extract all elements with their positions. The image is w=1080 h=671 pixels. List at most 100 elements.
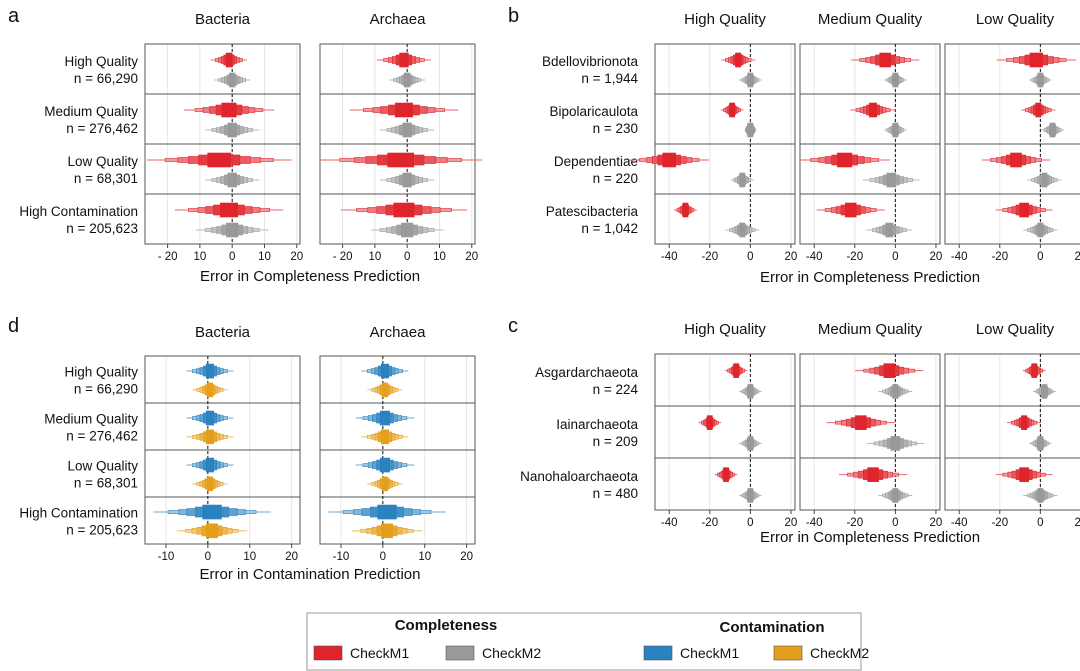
- row-label-b-2: Dependentiae: [554, 154, 638, 169]
- boxen-checkm2-box-level-5: [747, 122, 754, 138]
- boxen-checkm1-box-level-5: [867, 467, 879, 482]
- boxen-b-checkm1-r3-f0: [674, 202, 697, 218]
- boxen-checkm2-box-level-5: [206, 382, 214, 398]
- boxen-checkm1-box-level-5: [723, 467, 729, 482]
- boxen-c-checkm2-r0-f1: [878, 384, 913, 399]
- x-tick-label: 0: [229, 251, 235, 263]
- facet-title-a-0: Bacteria: [195, 11, 251, 28]
- boxen-b-checkm1-r3-f1: [816, 202, 885, 218]
- boxen-checkm2-box-level-5: [401, 222, 414, 238]
- legend-label-completeness-checkm1: CheckM1: [350, 645, 409, 661]
- boxen-b-checkm1-r3-f2: [995, 202, 1053, 218]
- boxen-checkm1-box-level-5: [855, 415, 867, 430]
- row-n-d-2: n = 68,301: [74, 476, 138, 491]
- boxen-b-checkm1-r2-f2: [981, 152, 1051, 168]
- boxen-a-checkm1-r3-f0: [174, 202, 284, 218]
- facet-title-c-0: High Quality: [684, 321, 766, 338]
- facet-frame: [799, 353, 941, 511]
- boxen-checkm1-box-level-5: [733, 363, 740, 378]
- boxen-checkm2-box-level-5: [380, 429, 390, 445]
- facet-c-2: Low Quality -40 -20 0 20: [944, 321, 1080, 529]
- boxen-a-checkm1-r1-f1: [349, 102, 459, 118]
- boxen-checkm2-box-level-5: [1041, 384, 1048, 399]
- boxen-c-checkm2-r1-f0: [739, 436, 762, 451]
- facet-b-1: Medium Quality -40 -20 0 20: [799, 11, 942, 263]
- boxen-b-checkm1-r0-f0: [721, 52, 756, 68]
- boxen-checkm2-box-level-5: [890, 436, 901, 451]
- x-tick-label: -40: [806, 251, 823, 263]
- boxen-checkm2-box-level-5: [403, 72, 411, 88]
- boxen-checkm1-box-level-5: [225, 52, 233, 68]
- boxen-checkm2-box-level-5: [892, 72, 899, 88]
- row-label-d-0: High Quality: [64, 365, 138, 380]
- x-tick-label: 20: [285, 551, 298, 563]
- boxen-checkm2-box-level-5: [1041, 172, 1048, 188]
- x-tick-label: 0: [892, 251, 898, 263]
- boxen-d-checkm1-r3-f1: [328, 504, 446, 520]
- boxen-d-checkm2-r3-f0: [176, 523, 248, 539]
- boxen-b-checkm1-r0-f2: [996, 52, 1077, 68]
- boxen-checkm2-box-level-5: [1037, 72, 1044, 88]
- boxen-c-checkm2-r1-f2: [1029, 436, 1052, 451]
- x-tick-label: 20: [1075, 251, 1080, 263]
- boxen-c-checkm2-r2-f2: [1023, 488, 1058, 503]
- boxen-checkm2-box-level-5: [885, 222, 894, 238]
- x-tick-label: -40: [951, 517, 968, 529]
- boxen-a-checkm1-r1-f0: [183, 102, 275, 118]
- facet-d-0: Bacteria -10 0 10 20: [144, 324, 301, 563]
- row-label-a-0: High Quality: [64, 54, 138, 69]
- boxen-checkm1-box-level-5: [837, 152, 853, 168]
- boxen-a-checkm2-r2-f1: [380, 172, 435, 188]
- x-tick-label: 20: [930, 251, 943, 263]
- boxen-c-checkm1-r1-f0: [698, 415, 722, 430]
- boxen-checkm1-box-level-5: [379, 410, 390, 426]
- boxen-d-checkm1-r1-f0: [186, 410, 234, 426]
- legend-label-completeness-checkm2: CheckM2: [482, 645, 541, 661]
- boxen-c-checkm1-r0-f2: [1022, 363, 1046, 378]
- boxen-checkm1-box-level-5: [1010, 152, 1022, 168]
- x-tick-label: - 20: [158, 251, 178, 263]
- boxen-checkm1-box-level-5: [662, 152, 676, 168]
- row-label-d-2: Low Quality: [67, 459, 138, 474]
- x-tick-label: 20: [785, 517, 798, 529]
- boxen-b-checkm1-r2-f1: [799, 152, 891, 168]
- boxen-checkm1-box-level-5: [1029, 52, 1043, 68]
- boxen-checkm1-box-level-5: [879, 52, 891, 68]
- row-n-b-1: n = 230: [593, 121, 638, 136]
- row-n-c-1: n = 209: [593, 434, 638, 449]
- panel-label-d: d: [8, 315, 19, 337]
- boxen-c-checkm1-r1-f2: [1007, 415, 1042, 430]
- boxen-d-checkm1-r1-f1: [355, 410, 415, 426]
- boxen-checkm1-box-level-5: [380, 363, 390, 379]
- boxen-a-checkm1-r0-f0: [210, 52, 248, 68]
- x-tick-label: -20: [846, 517, 863, 529]
- boxen-b-checkm2-r2-f2: [1027, 172, 1062, 188]
- boxen-checkm2-box-level-5: [1037, 222, 1044, 238]
- panel-label-a: a: [8, 5, 20, 27]
- x-tick-label: 20: [290, 251, 303, 263]
- panel-a: a Error in Completeness Prediction High Qu…: [8, 5, 483, 285]
- x-tick-label: 0: [747, 517, 753, 529]
- boxen-a-checkm1-r2-f0: [146, 152, 292, 168]
- legend-swatch-completeness-checkm1: [313, 645, 343, 661]
- boxen-checkm2-box-level-5: [892, 488, 899, 503]
- legend: Completeness Contamination CheckM1 Check…: [306, 612, 869, 671]
- x-tick-label: -10: [158, 551, 175, 563]
- boxen-checkm1-box-level-5: [377, 504, 397, 520]
- boxen-d-checkm1-r3-f0: [153, 504, 271, 520]
- boxen-checkm1-box-level-5: [387, 152, 415, 168]
- facet-title-d-0: Bacteria: [195, 324, 251, 341]
- boxen-checkm1-box-level-5: [729, 102, 736, 118]
- boxen-b-checkm2-r0-f1: [884, 72, 907, 88]
- boxen-checkm2-box-level-5: [1049, 122, 1056, 138]
- boxen-checkm1-box-level-5: [1021, 415, 1028, 430]
- x-tick-label: -20: [991, 517, 1008, 529]
- boxen-checkm1-box-level-5: [706, 415, 713, 430]
- facet-title-c-2: Low Quality: [976, 321, 1055, 338]
- facet-c-1: Medium Quality -40 -20 0 20: [799, 321, 942, 529]
- row-n-a-1: n = 276,462: [66, 121, 138, 136]
- boxen-b-checkm1-r1-f1: [850, 102, 896, 118]
- boxen-d-checkm2-r1-f0: [186, 429, 234, 445]
- x-tick-label: -40: [806, 517, 823, 529]
- boxen-c-checkm2-r0-f2: [1033, 384, 1056, 399]
